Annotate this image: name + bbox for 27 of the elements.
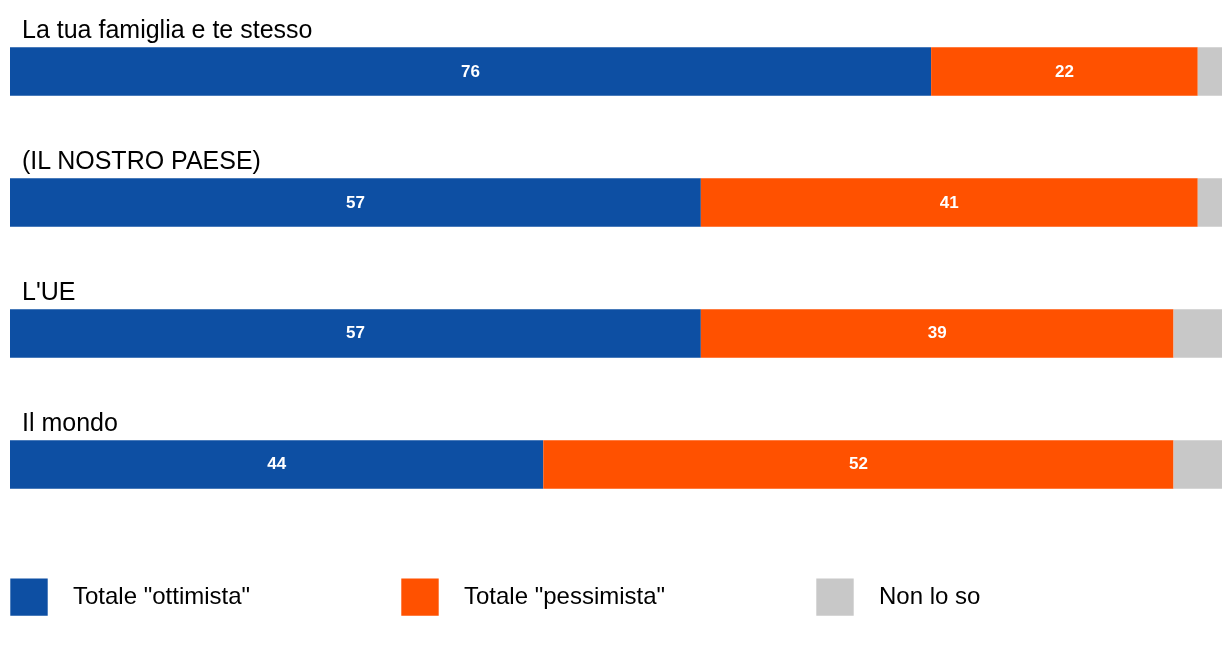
- data-label: 22: [1054, 61, 1074, 81]
- bar: [10, 47, 932, 96]
- data-label: 52: [848, 454, 868, 474]
- data-label: 57: [345, 192, 365, 212]
- bar: [1197, 47, 1222, 96]
- y-tick-label: Il mondo: [22, 408, 118, 437]
- bar: [1173, 440, 1222, 489]
- data-label: 44: [267, 454, 287, 474]
- bar: [10, 440, 544, 489]
- data-label: 41: [939, 192, 959, 212]
- bar: [543, 440, 1174, 489]
- data-label: 39: [927, 323, 947, 343]
- bar: [10, 309, 701, 358]
- y-tick-label: La tua famiglia e te stesso: [22, 15, 313, 44]
- bar: [1173, 309, 1222, 358]
- legend-label: Non lo so: [879, 582, 981, 610]
- bar: [700, 309, 1174, 358]
- data-label: 57: [345, 323, 365, 343]
- data-label: 76: [461, 61, 481, 81]
- bar: [1197, 178, 1222, 227]
- y-tick-label: L'UE: [22, 277, 76, 306]
- legend-label: Totale "ottimista": [73, 582, 251, 610]
- bar: [10, 178, 701, 227]
- legend-label: Totale "pessimista": [464, 582, 666, 610]
- y-tick-label: (IL NOSTRO PAESE): [22, 146, 261, 175]
- bar: [700, 178, 1198, 227]
- bar: [931, 47, 1198, 96]
